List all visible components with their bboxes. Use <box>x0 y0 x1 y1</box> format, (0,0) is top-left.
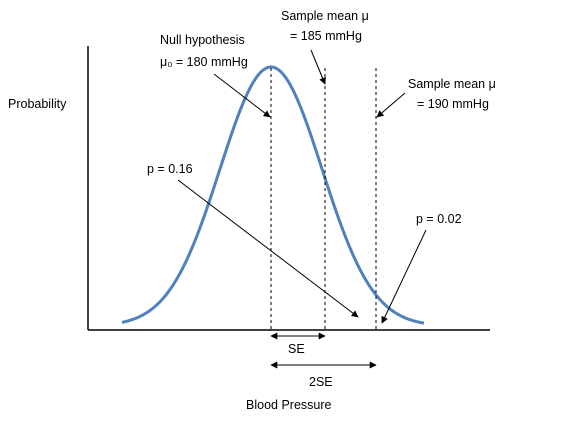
two-se-label: 2SE <box>309 375 333 389</box>
sample-mean-185-label: Sample mean μ <box>281 9 369 23</box>
sample-mean-190-label: Sample mean μ <box>408 77 496 91</box>
sample-mean-185-arrow <box>310 49 326 85</box>
sample-mean-190-arrow <box>376 92 406 118</box>
normal-distribution-curve <box>121 65 425 325</box>
sample-mean-185-value: = 185 mmHg <box>290 29 362 43</box>
p-value-016-label: p = 0.16 <box>147 162 193 176</box>
null-hypothesis-value: μ₀ = 180 mmHg <box>160 55 248 69</box>
p-value-002-label: p = 0.02 <box>416 212 462 226</box>
x-axis-label: Blood Pressure <box>246 398 332 412</box>
sample-mean-190-value: = 190 mmHg <box>417 97 489 111</box>
y-axis-label: Probability <box>8 97 67 111</box>
p-value-016-arrow <box>177 179 359 318</box>
null-hypothesis-arrow <box>213 73 271 118</box>
se-label: SE <box>288 342 305 356</box>
null-hypothesis-label: Null hypothesis <box>160 33 245 47</box>
p-value-002-arrow <box>381 229 427 324</box>
